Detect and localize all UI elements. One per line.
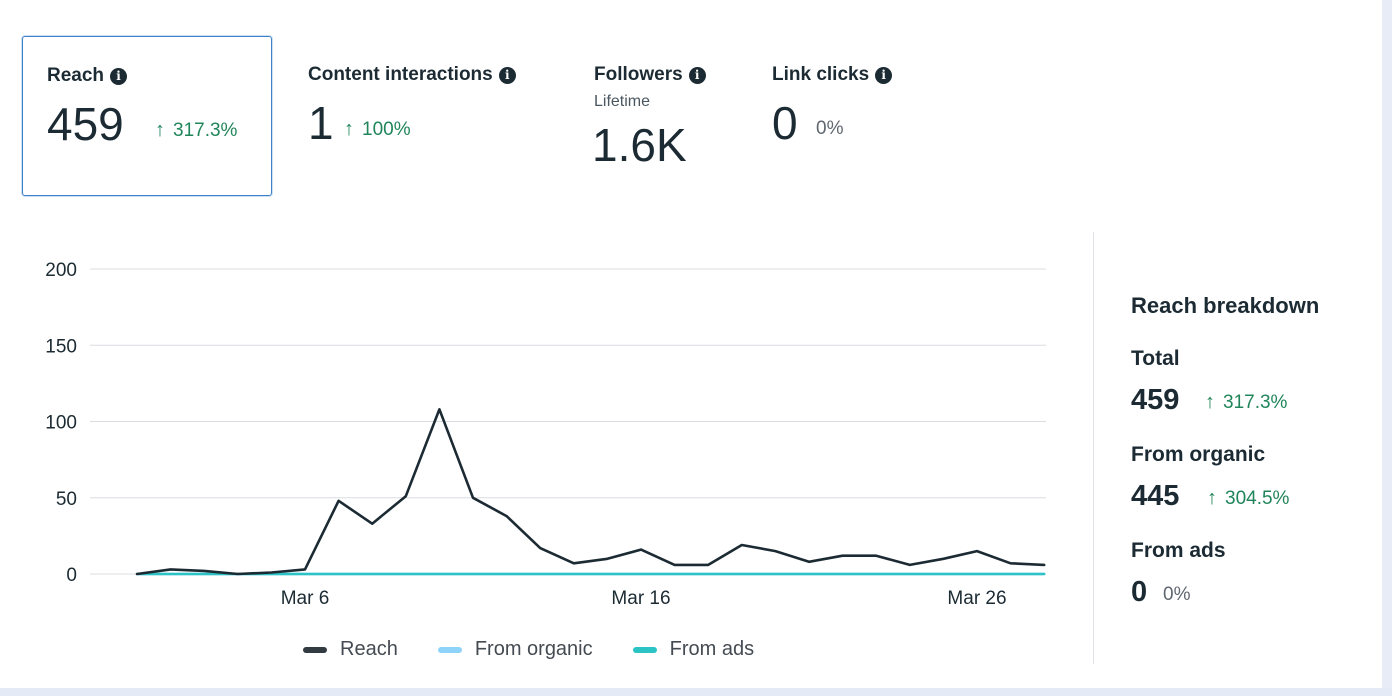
breakdown-label-from-organic: From organic: [1131, 443, 1266, 466]
arrow-up-icon: ↑: [1207, 487, 1217, 509]
x-tick-label: Mar 6: [281, 588, 330, 609]
metric-title-followers: Followers: [594, 64, 683, 85]
metric-change-value: 100%: [362, 119, 411, 140]
legend-swatch-reach: [303, 646, 327, 653]
metric-card-content-interactions[interactable]: Content interactions i 1 ↑ 100%: [284, 36, 554, 196]
metric-change-reach: ↑ 317.3%: [155, 119, 237, 142]
y-tick-label: 0: [66, 565, 77, 586]
metric-card-followers[interactable]: Followers i Lifetime 1.6K: [570, 36, 740, 196]
metric-value-content-interactions: 1: [308, 97, 334, 149]
arrow-up-icon: ↑: [1205, 391, 1215, 413]
metric-value-link-clicks: 0: [772, 97, 798, 149]
metric-card-link-clicks[interactable]: Link clicks i 0 0%: [748, 36, 918, 196]
metric-subtitle-followers: Lifetime: [594, 93, 651, 110]
legend-item-from-ads[interactable]: From ads: [632, 638, 755, 661]
series-line-reach: [135, 408, 1046, 576]
legend-swatch-from-ads: [632, 646, 657, 653]
metric-value-reach: 459: [47, 98, 124, 150]
breakdown-change-value: 317.3%: [1223, 392, 1288, 413]
scrollbar-track[interactable]: [1382, 0, 1392, 688]
breakdown-value-from-organic: 445: [1131, 480, 1180, 512]
legend-swatch-from-organic: [437, 646, 462, 653]
metric-title-reach: Reach: [47, 65, 105, 86]
breakdown-change-value: 304.5%: [1225, 488, 1290, 509]
metric-change-link-clicks: 0%: [816, 118, 844, 139]
legend-label-from-organic: From organic: [474, 638, 593, 660]
breakdown-label-from-ads: From ads: [1131, 539, 1226, 562]
breakdown-title: Reach breakdown: [1131, 293, 1320, 318]
breakdown-change-from-ads: 0%: [1163, 584, 1191, 605]
reach-line-chart: 0 50 100 150 200 Mar 6 Mar 16 Mar 26: [45, 260, 1046, 609]
breakdown-change-from-organic: ↑ 304.5%: [1207, 487, 1289, 510]
y-tick-label: 100: [45, 413, 77, 434]
info-icon[interactable]: i: [498, 66, 516, 84]
metric-change-value: 317.3%: [173, 120, 238, 141]
x-tick-label: Mar 26: [947, 588, 1006, 609]
y-tick-label: 150: [45, 336, 77, 357]
metric-title-content-interactions: Content interactions: [308, 64, 493, 85]
metric-value-followers: 1.6K: [592, 119, 687, 171]
metric-card-reach[interactable]: Reach i 459 ↑ 317.3%: [22, 36, 272, 196]
legend-item-from-organic[interactable]: From organic: [437, 638, 593, 661]
legend-label-reach: Reach: [340, 638, 398, 660]
breakdown-value-from-ads: 0: [1131, 576, 1148, 608]
x-tick-label: Mar 16: [611, 588, 670, 609]
breakdown-value-total: 459: [1131, 384, 1180, 416]
breakdown-change-total: ↑ 317.3%: [1205, 391, 1287, 414]
metric-title-link-clicks: Link clicks: [772, 64, 870, 85]
legend-label-from-ads: From ads: [669, 638, 755, 660]
metric-change-content-interactions: ↑ 100%: [344, 118, 411, 141]
y-tick-label: 200: [45, 260, 77, 281]
arrow-up-icon: ↑: [155, 119, 165, 141]
arrow-up-icon: ↑: [344, 118, 354, 140]
info-icon[interactable]: i: [110, 67, 128, 85]
info-icon[interactable]: i: [875, 66, 893, 84]
legend-item-reach[interactable]: Reach: [303, 638, 398, 661]
y-tick-label: 50: [56, 489, 77, 510]
info-icon[interactable]: i: [688, 66, 706, 84]
chart-legend: Reach From organic From ads: [303, 638, 794, 661]
breakdown-label-total: Total: [1131, 347, 1180, 370]
section-divider: [1093, 232, 1094, 664]
